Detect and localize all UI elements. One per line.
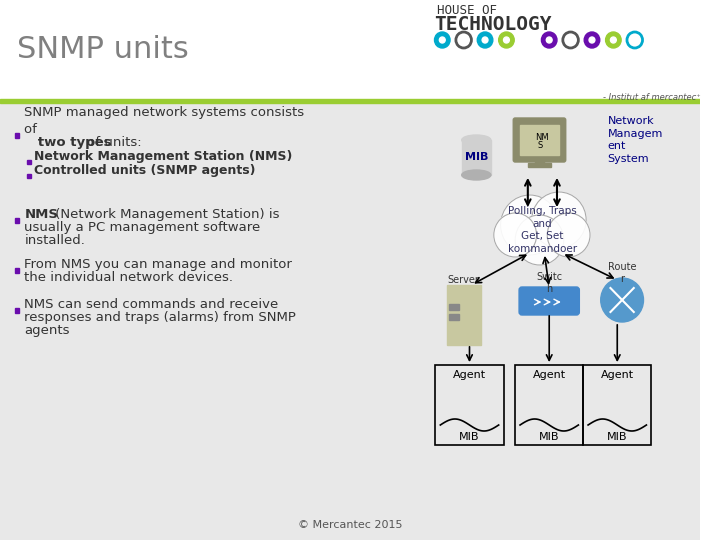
Bar — [14, 268, 19, 273]
Bar — [14, 133, 19, 138]
Bar — [0, 99, 700, 103]
Text: SNMP units: SNMP units — [17, 36, 189, 64]
Text: MIB: MIB — [459, 432, 480, 442]
Circle shape — [546, 37, 552, 43]
Text: MIB: MIB — [464, 152, 488, 162]
Text: Network
Managem
ent
System: Network Managem ent System — [608, 117, 663, 164]
Circle shape — [494, 213, 536, 257]
Circle shape — [589, 37, 595, 43]
Text: two types: two types — [24, 136, 112, 149]
Text: From NMS you can manage and monitor: From NMS you can manage and monitor — [24, 258, 292, 271]
Bar — [462, 140, 491, 175]
Circle shape — [584, 32, 600, 48]
Bar — [535, 157, 544, 165]
Text: Agent: Agent — [600, 370, 634, 380]
Text: installed.: installed. — [24, 234, 85, 247]
Text: S: S — [538, 141, 543, 150]
Circle shape — [482, 37, 488, 43]
Bar — [449, 314, 459, 320]
Bar — [528, 163, 551, 167]
Bar — [449, 304, 459, 310]
Circle shape — [477, 32, 492, 48]
Text: responses and traps (alarms) from SNMP: responses and traps (alarms) from SNMP — [24, 311, 296, 324]
Text: © Mercantec 2015: © Mercantec 2015 — [297, 520, 402, 530]
Circle shape — [516, 215, 564, 265]
Text: of units:: of units: — [83, 136, 141, 149]
Text: usually a PC management software: usually a PC management software — [24, 221, 261, 234]
Text: Polling, Traps
and
Get, Set
kommandoer: Polling, Traps and Get, Set kommandoer — [508, 206, 577, 254]
Circle shape — [531, 192, 586, 248]
Text: SNMP managed network systems consists
of: SNMP managed network systems consists of — [24, 106, 305, 136]
Circle shape — [503, 37, 509, 43]
Text: MIB: MIB — [607, 432, 628, 442]
Ellipse shape — [462, 135, 491, 145]
Bar — [27, 160, 31, 164]
Text: Agent: Agent — [533, 370, 566, 380]
Bar — [0, 0, 700, 100]
Text: NMS can send commands and receive: NMS can send commands and receive — [24, 298, 279, 311]
Text: NM: NM — [535, 133, 548, 142]
Text: the individual network devices.: the individual network devices. — [24, 271, 233, 284]
Bar — [447, 285, 481, 345]
Circle shape — [499, 32, 514, 48]
Text: MIB: MIB — [539, 432, 559, 442]
Ellipse shape — [462, 170, 491, 180]
Circle shape — [611, 37, 616, 43]
Circle shape — [541, 32, 557, 48]
Circle shape — [547, 213, 590, 257]
FancyBboxPatch shape — [513, 118, 566, 162]
Bar — [14, 218, 19, 223]
Text: TECHNOLOGY: TECHNOLOGY — [434, 16, 552, 35]
Bar — [14, 308, 19, 313]
Circle shape — [434, 32, 450, 48]
Bar — [516, 365, 583, 445]
Bar — [436, 365, 503, 445]
Text: (Network Management Station) is: (Network Management Station) is — [50, 208, 279, 221]
Text: Network Management Station (NMS): Network Management Station (NMS) — [34, 150, 292, 163]
Text: Switc
h: Switc h — [536, 272, 562, 294]
Text: agents: agents — [24, 324, 70, 337]
Bar — [0, 103, 700, 540]
Text: Agent: Agent — [453, 370, 486, 380]
Text: HOUSE OF: HOUSE OF — [438, 3, 498, 17]
FancyBboxPatch shape — [519, 287, 580, 315]
Bar — [583, 365, 652, 445]
Text: NMS: NMS — [24, 208, 58, 221]
Text: Controlled units (SNMP agents): Controlled units (SNMP agents) — [34, 164, 256, 177]
Text: Server: Server — [448, 275, 480, 285]
Bar — [520, 125, 559, 155]
Circle shape — [439, 37, 445, 43]
Circle shape — [500, 195, 559, 255]
Circle shape — [600, 278, 644, 322]
Circle shape — [606, 32, 621, 48]
Text: Route
r: Route r — [608, 262, 636, 284]
Bar — [27, 174, 31, 178]
Text: - Institut af mercantec⁺: - Institut af mercantec⁺ — [603, 92, 701, 102]
